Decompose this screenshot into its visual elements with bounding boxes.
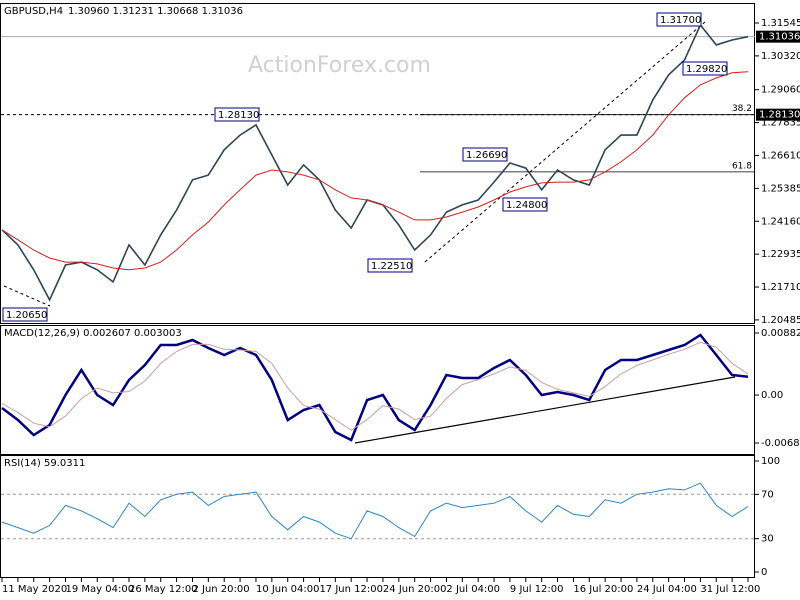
rsi-title: RSI(14) 59.0311 [4, 458, 85, 469]
x-tick-label: 24 Jun 20:00 [383, 584, 447, 595]
x-tick-label: 19 May 04:00 [65, 584, 134, 595]
series-line [1, 341, 749, 431]
y-tick-label: 70 [761, 489, 774, 500]
x-tick-label: 2 Jul 04:00 [446, 584, 500, 595]
chart-subtitle: 1.30960 1.31231 1.30668 1.31036 [68, 6, 243, 17]
fib-label: 61.8 [732, 161, 752, 171]
annotation-box [682, 61, 728, 76]
y-tick-label: 0.008824 [761, 328, 800, 339]
series-line [1, 333, 749, 442]
annotation-label: 1.20650 [6, 310, 47, 321]
x-tick-label: 16 Jul 20:00 [573, 584, 633, 595]
price-box-label: 1.31036 [759, 32, 800, 43]
y-tick-label: 1.26610 [761, 150, 800, 161]
trend-line [3, 285, 51, 307]
series-line [1, 71, 749, 271]
y-tick-label: 100 [761, 456, 780, 467]
price-box [756, 30, 800, 43]
x-tick-label: 26 May 12:00 [129, 584, 198, 595]
y-tick-label: 1.22935 [761, 249, 800, 260]
annotation-label: 1.31700 [660, 15, 701, 26]
price-box [756, 108, 800, 121]
fib-label: 38.2 [732, 104, 752, 114]
annotation-box [367, 258, 413, 273]
annotation-label: 1.22510 [371, 261, 412, 272]
macd-title: MACD(12,26,9) 0.002607 0.003003 [4, 328, 182, 339]
x-tick-label: 2 Jun 20:00 [192, 584, 249, 595]
x-tick-label: 11 May 2020 [2, 584, 67, 595]
annotation-label: 1.29820 [686, 64, 727, 75]
rsi-panel [0, 455, 755, 578]
main-panel [0, 3, 755, 324]
x-tick-label: 10 Jun 04:00 [256, 584, 320, 595]
y-tick-label: 1.20485 [761, 315, 800, 326]
y-tick-label: 1.25385 [761, 183, 800, 194]
annotation-box [656, 12, 702, 27]
price-box-label: 1.28130 [759, 110, 800, 121]
y-tick-label: 0 [761, 567, 767, 578]
y-tick-label: 1.30320 [761, 51, 800, 62]
chart-title: GBPUSD,H4 [4, 6, 63, 17]
trend-line [424, 21, 706, 263]
annotation-box [214, 107, 260, 122]
annotation-label: 1.28130 [218, 110, 259, 121]
y-tick-label: 1.27835 [761, 118, 800, 129]
series-line [1, 482, 749, 540]
y-tick-label: 30 [761, 534, 774, 545]
x-tick-label: 31 Jul 12:00 [700, 584, 760, 595]
y-tick-label: 1.24160 [761, 216, 800, 227]
macd-panel [0, 325, 755, 455]
y-tick-label: -0.006825 [761, 438, 800, 449]
macd-trend-line [354, 376, 736, 444]
y-tick-label: 1.29060 [761, 85, 800, 96]
y-tick-label: 1.31545 [761, 18, 800, 29]
y-tick-label: 1.21710 [761, 282, 800, 293]
annotation-box [462, 147, 508, 162]
x-tick-label: 9 Jul 12:00 [510, 584, 564, 595]
annotation-box [2, 307, 48, 322]
annotation-label: 1.24800 [506, 200, 547, 211]
annotation-label: 1.26690 [466, 150, 507, 161]
y-tick-label: 0.00 [761, 390, 783, 401]
x-tick-label: 24 Jul 04:00 [637, 584, 697, 595]
x-tick-label: 17 Jun 12:00 [319, 584, 383, 595]
watermark: ActionForex.com [248, 53, 431, 78]
annotation-box [502, 197, 548, 212]
